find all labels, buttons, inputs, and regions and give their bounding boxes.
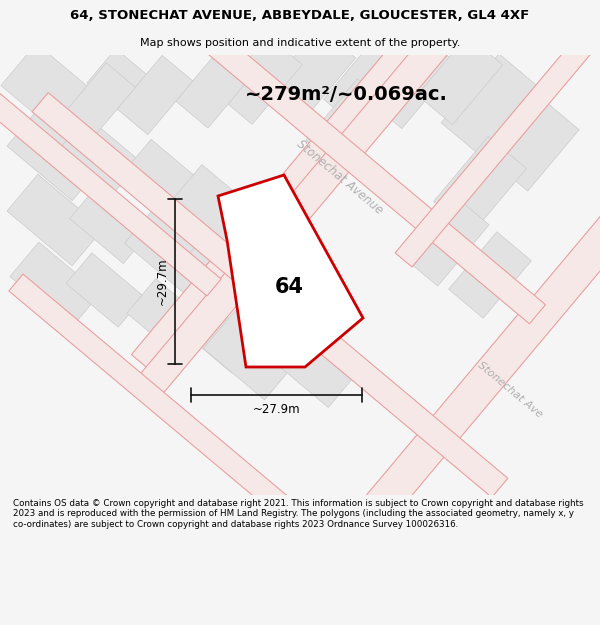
- Polygon shape: [7, 109, 103, 201]
- Polygon shape: [66, 253, 144, 327]
- Polygon shape: [181, 232, 260, 308]
- Polygon shape: [418, 36, 503, 124]
- Polygon shape: [218, 36, 302, 124]
- Polygon shape: [0, 54, 221, 296]
- Polygon shape: [264, 27, 356, 123]
- Text: Map shows position and indicative extent of the property.: Map shows position and indicative extent…: [140, 38, 460, 48]
- Polygon shape: [176, 46, 254, 128]
- Polygon shape: [55, 0, 545, 324]
- Polygon shape: [9, 274, 291, 516]
- Polygon shape: [131, 0, 488, 374]
- Polygon shape: [348, 211, 600, 539]
- Polygon shape: [218, 175, 363, 367]
- Text: Contains OS data © Crown copyright and database right 2021. This information is : Contains OS data © Crown copyright and d…: [13, 499, 584, 529]
- Polygon shape: [59, 116, 140, 194]
- Polygon shape: [118, 139, 212, 231]
- Polygon shape: [127, 279, 213, 361]
- Polygon shape: [10, 242, 100, 328]
- Polygon shape: [131, 0, 488, 404]
- Polygon shape: [401, 194, 489, 286]
- Polygon shape: [182, 301, 258, 373]
- Text: Stonechat Ave: Stonechat Ave: [476, 360, 544, 420]
- Polygon shape: [364, 31, 457, 129]
- Text: ~29.7m: ~29.7m: [156, 258, 169, 305]
- Text: 64: 64: [274, 277, 304, 297]
- Polygon shape: [65, 63, 136, 137]
- Polygon shape: [449, 232, 532, 318]
- Polygon shape: [32, 92, 508, 498]
- Polygon shape: [117, 56, 193, 134]
- Polygon shape: [173, 164, 257, 246]
- Polygon shape: [434, 136, 526, 234]
- Polygon shape: [271, 322, 359, 408]
- Polygon shape: [203, 310, 297, 400]
- Polygon shape: [491, 99, 579, 191]
- Polygon shape: [1, 43, 109, 147]
- Polygon shape: [441, 54, 539, 156]
- Text: 64, STONECHAT AVENUE, ABBEYDALE, GLOUCESTER, GL4 4XF: 64, STONECHAT AVENUE, ABBEYDALE, GLOUCES…: [70, 9, 530, 22]
- Polygon shape: [306, 79, 394, 171]
- Text: Stonechat Avenue: Stonechat Avenue: [295, 138, 386, 217]
- Polygon shape: [70, 186, 151, 264]
- Polygon shape: [125, 206, 215, 294]
- Text: ~279m²/~0.069ac.: ~279m²/~0.069ac.: [245, 85, 448, 104]
- Polygon shape: [395, 23, 600, 267]
- Polygon shape: [87, 49, 173, 131]
- Polygon shape: [323, 42, 406, 128]
- Text: ~27.9m: ~27.9m: [253, 403, 301, 416]
- Polygon shape: [7, 174, 103, 266]
